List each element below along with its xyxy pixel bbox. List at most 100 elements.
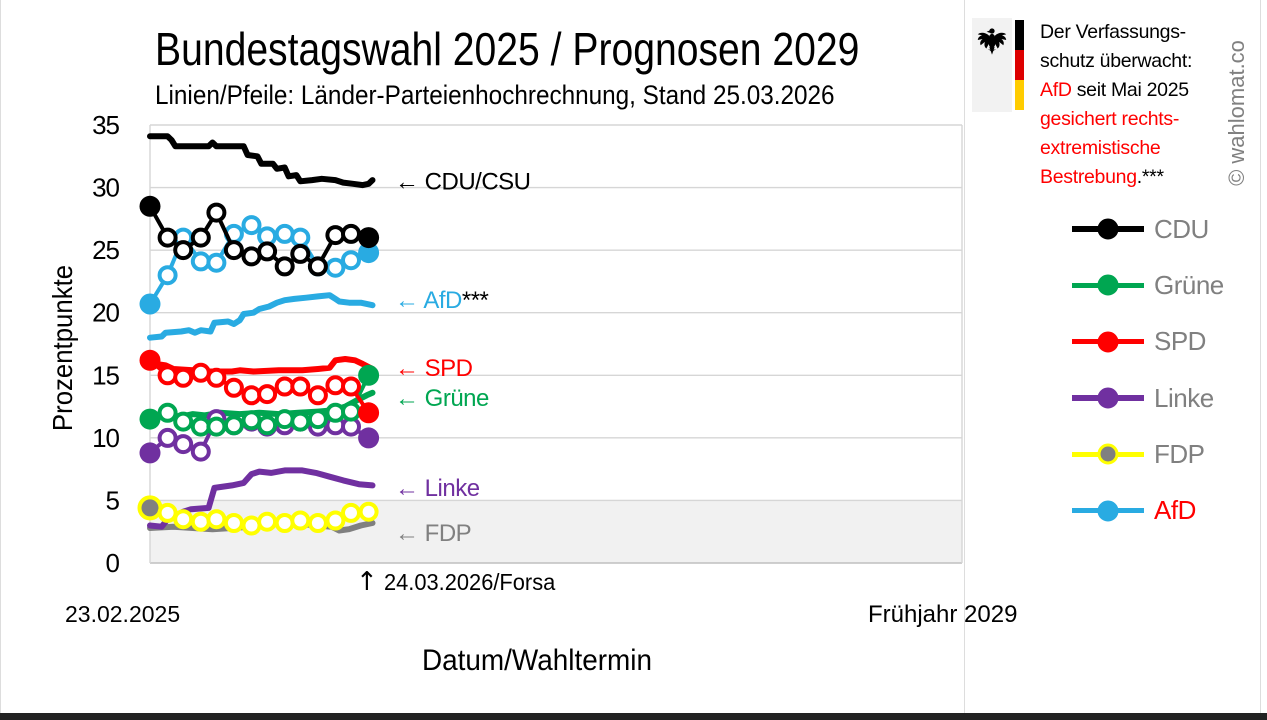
afd-poll-marker [190, 251, 211, 272]
forsa-annotation-text: 24.03.2026/Forsa [383, 569, 556, 595]
threshold-band [150, 500, 962, 563]
legend-item-spd: SPD [1072, 314, 1224, 370]
legend-item-gruene: Grüne [1072, 257, 1224, 313]
cdu-poll-series [139, 195, 380, 277]
gruene-poll-marker [341, 401, 361, 422]
left-window-border [0, 0, 1, 713]
legend-dot-linke [1097, 387, 1119, 409]
legend-label-spd: SPD [1154, 326, 1206, 357]
spd-poll-marker [257, 384, 278, 405]
forsa-annotation: ↑ 24.03.2026/Forsa [356, 569, 564, 597]
x-axis-label-start: 23.02.2025 [65, 601, 181, 627]
cdu-poll-marker [358, 227, 380, 249]
cdu-poll-marker [173, 240, 194, 261]
gruene-poll-marker [274, 409, 295, 430]
spd-poll-marker [341, 376, 361, 397]
y-tick-label-35: 35 [92, 110, 119, 140]
cdu-poll-marker [190, 227, 211, 248]
spd-poll-marker [223, 377, 244, 398]
gruene-poll-marker [157, 402, 178, 423]
legend-line-spd [1072, 331, 1144, 353]
spd-poll-marker [358, 402, 380, 424]
legend-label-gruene: Grüne [1154, 269, 1224, 300]
linke-poll-marker [173, 434, 194, 455]
legend-line-cdu [1072, 218, 1144, 240]
gruene-poll-marker [241, 410, 262, 431]
legend-dot-gruene [1097, 274, 1119, 296]
cdu-poll-marker [341, 223, 361, 244]
fdp-poll-marker [290, 510, 311, 531]
legend-line-gruene [1072, 274, 1144, 296]
fdp-poll-series [137, 495, 379, 536]
spd-poll-marker [173, 367, 194, 388]
gruene-poll-marker [206, 416, 227, 437]
gruene-poll-marker [139, 408, 161, 430]
legend-item-fdp: FDP [1072, 426, 1224, 482]
afd-poll-marker [139, 293, 161, 315]
page-title: Bundestagswahl 2025 / Prognosen 2029 [155, 23, 860, 75]
bestrebung-highlight: Bestrebung [1040, 166, 1137, 188]
flag-gold [1015, 80, 1024, 110]
linke-poll-marker [139, 442, 161, 464]
fdp-poll-marker [241, 515, 262, 536]
legend-line-afd [1072, 500, 1144, 522]
spd-poll-marker [290, 376, 311, 397]
gruene-poll-marker [290, 411, 311, 432]
cdu-poll-marker [290, 243, 311, 264]
right-window-border [1260, 0, 1261, 713]
fdp-poll-marker [206, 509, 227, 530]
watermark: © wahlomat.co [1224, 40, 1249, 186]
y-tick-label-10: 10 [92, 423, 119, 453]
sidebar-divider [964, 0, 965, 713]
spd-poll-marker [139, 349, 161, 371]
afd-poll-marker [325, 257, 346, 278]
cdu-projection-line [147, 133, 376, 189]
legend-label-afd: AfD [1154, 495, 1196, 526]
bottom-window-bar [0, 713, 1267, 720]
legend-label-fdp: FDP [1154, 438, 1205, 469]
series-label-3: ← Grüne [395, 385, 489, 412]
federal-eagle-icon [977, 28, 1007, 55]
series-label-5: ← FDP [395, 520, 471, 547]
cdu-poll-marker [307, 256, 328, 277]
verfassungsschutz-text: Der Verfassungs- schutz überwacht: AfD s… [1040, 18, 1192, 192]
fdp-poll-marker [274, 513, 295, 533]
afd-poll-marker [206, 252, 227, 273]
y-tick-label-25: 25 [92, 235, 119, 265]
spd-poll-marker [241, 385, 262, 406]
fdp-poll-marker [157, 502, 178, 523]
legend-item-cdu: CDU [1072, 201, 1224, 257]
fdp-poll-marker [358, 501, 379, 522]
cdu-poll-marker [139, 195, 161, 217]
y-tick-label-20: 20 [92, 298, 119, 328]
linke-poll-marker [157, 427, 178, 448]
y-tick-label-30: 30 [92, 173, 119, 203]
x-axis-label-end: Frühjahr 2029 [868, 601, 1018, 628]
legend-line-fdp [1072, 443, 1144, 465]
bundesadler-panel [972, 18, 1012, 112]
linke-poll-marker [358, 427, 380, 449]
gruene-poll-marker [307, 409, 328, 430]
cdu-poll-marker [157, 227, 178, 248]
flag-black [1015, 20, 1024, 50]
german-flag-stripe-icon [1015, 20, 1024, 110]
legend-item-afd: AfD [1072, 482, 1224, 538]
up-arrow-icon: ↑ [356, 567, 378, 597]
spd-poll-marker [307, 385, 328, 406]
legend: CDU Grüne SPD Linke FDP AfD [1072, 201, 1224, 539]
fdp-poll-marker [325, 510, 346, 531]
gruene-poll-marker [223, 415, 244, 436]
info-line-6: Bestrebung.*** [1040, 163, 1192, 192]
spd-poll-marker [190, 362, 211, 383]
afd-projection-line [147, 292, 376, 341]
verfassungsschutz-info-box: Der Verfassungs- schutz überwacht: AfD s… [972, 18, 1192, 192]
x-axis-title: Datum/Wahltermin [422, 644, 652, 677]
afd-poll-marker [274, 223, 295, 244]
spd-poll-marker [157, 365, 178, 386]
legend-item-linke: Linke [1072, 370, 1224, 426]
y-axis-title: Prozentpunkte [47, 264, 78, 432]
series-label-4: ← Linke [395, 475, 480, 502]
series-label-0: ← CDU/CSU [395, 168, 531, 195]
cdu-poll-marker [325, 225, 346, 246]
